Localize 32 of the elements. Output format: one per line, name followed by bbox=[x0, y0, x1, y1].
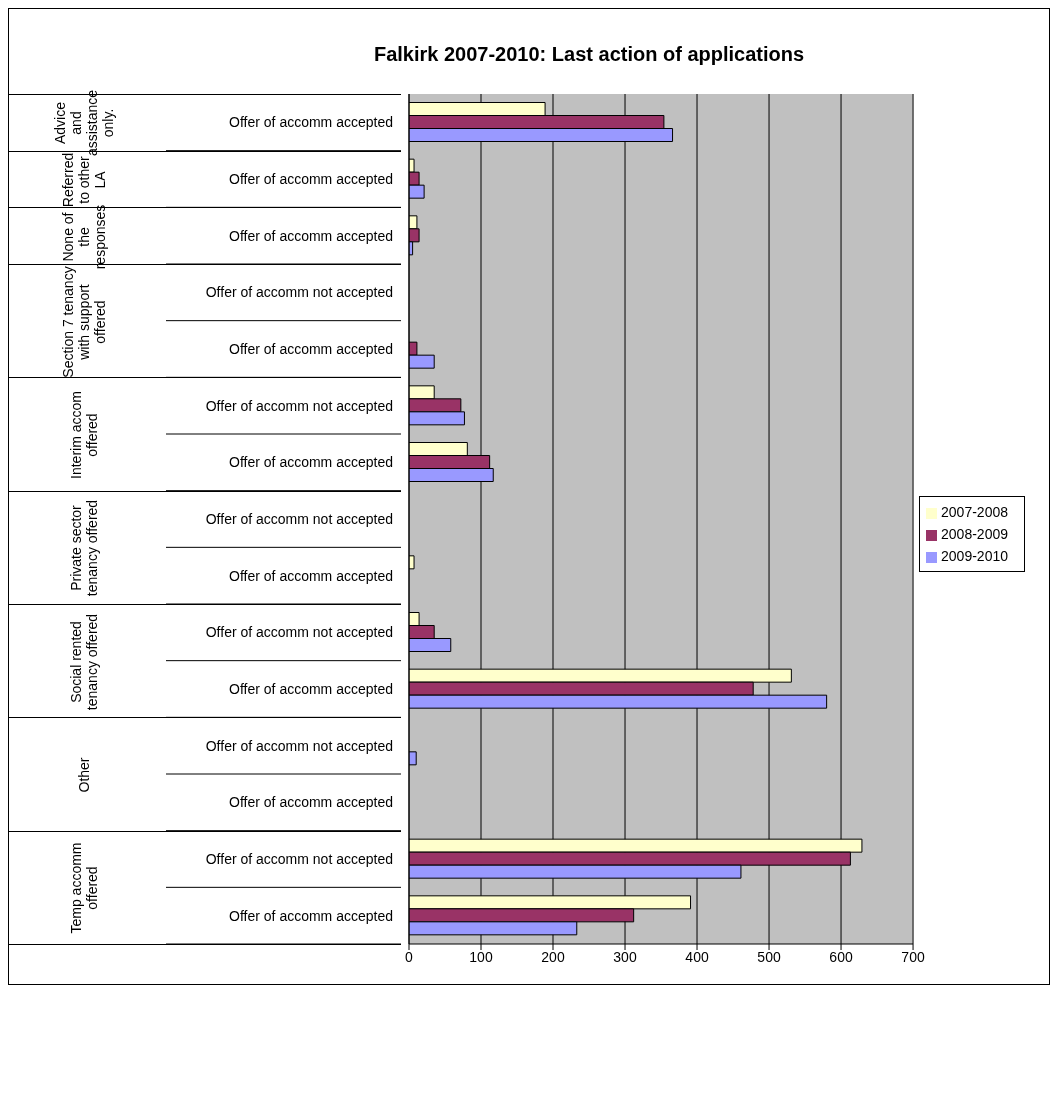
legend-label: 2007-2008 bbox=[941, 504, 1008, 520]
text: Interim accom offered bbox=[67, 390, 100, 481]
y-tick-label: Offer of accomm accepted bbox=[229, 681, 393, 697]
y-tick-label: Offer of accomm accepted bbox=[229, 171, 393, 187]
x-tick-label: 500 bbox=[757, 948, 781, 965]
y-tick-label: Offer of accomm accepted bbox=[229, 907, 393, 924]
y-tick-label: Offer of accomm accepted bbox=[229, 567, 393, 584]
y-tick-label: Offer of accomm not accepted bbox=[205, 397, 393, 414]
chart-title: Falkirk 2007-2010: Last action of applications bbox=[372, 42, 806, 67]
x-tick-label: 600 bbox=[829, 948, 853, 965]
text: Other bbox=[75, 757, 92, 793]
y-tick-label: Offer of accomm accepted bbox=[229, 114, 393, 131]
y-tick-label: Offer of accomm not accepted bbox=[205, 624, 393, 641]
y-tick-label: Offer of accomm accepted bbox=[229, 227, 393, 244]
text: Private sector tenancy offered bbox=[67, 499, 100, 599]
x-tick-label: 400 bbox=[685, 948, 709, 965]
y-tick-label: Offer of accomm accepted bbox=[229, 341, 393, 357]
x-tick-label: 300 bbox=[613, 948, 637, 965]
y-tick-label: Offer of accomm accepted bbox=[229, 794, 393, 811]
legend-label: 2009-2010 bbox=[941, 548, 1008, 564]
legend-label: 2008-2009 bbox=[941, 526, 1008, 542]
y-tick-label: Offer of accomm accepted bbox=[229, 454, 393, 471]
x-tick-label: 0 bbox=[405, 948, 414, 965]
y-tick-label: Offer of accomm not accepted bbox=[205, 851, 393, 867]
x-tick-label: 700 bbox=[901, 948, 925, 965]
y-tick-label: Offer of accomm not accepted bbox=[205, 737, 393, 754]
y-tick-label: Offer of accomm not accepted bbox=[205, 511, 393, 527]
y-tick-label: Offer of accomm not accepted bbox=[205, 284, 393, 301]
x-tick-label: 200 bbox=[541, 948, 565, 965]
text: Social rented tenancy offered bbox=[67, 612, 100, 712]
text: Temp accomm offered bbox=[67, 841, 100, 936]
x-tick-label: 100 bbox=[469, 948, 493, 965]
